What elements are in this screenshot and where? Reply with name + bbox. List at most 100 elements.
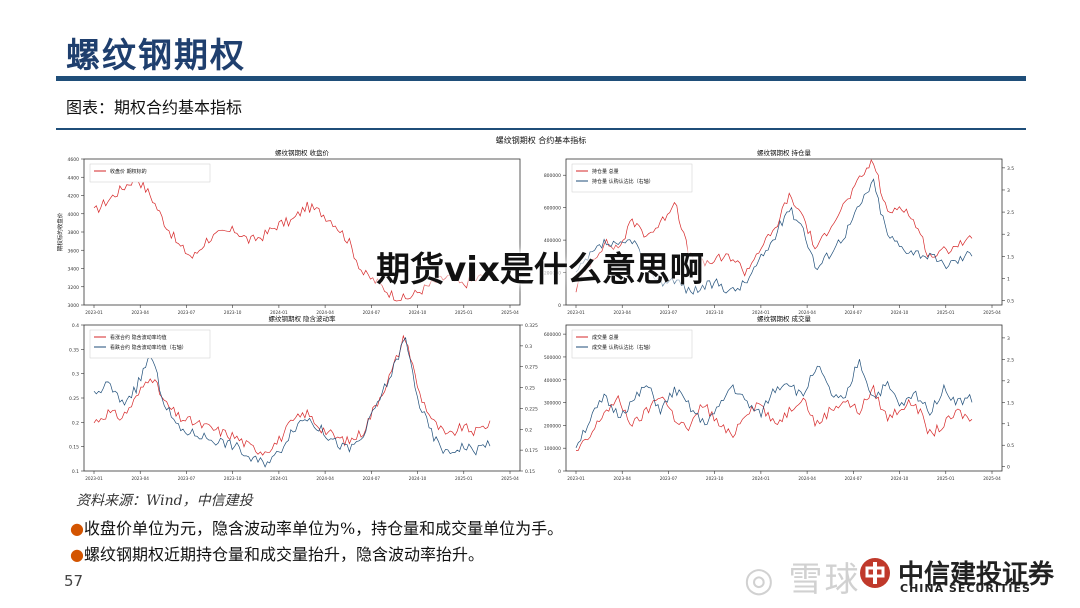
x-tick-label: 2024-01	[752, 310, 770, 315]
y-tick-label: 3400	[68, 267, 80, 273]
x-tick-label: 2025-04	[983, 310, 1001, 315]
y2-tick-label: 3.5	[1007, 166, 1014, 172]
x-tick-label: 2024-10	[891, 310, 909, 315]
x-tick-label: 2023-04	[613, 476, 631, 481]
y-tick-label: 200000	[544, 271, 561, 277]
y-tick-label: 0	[558, 469, 561, 475]
x-tick-label: 2023-01	[85, 476, 103, 481]
y-axis-label: 期权标的收盘价	[56, 212, 64, 251]
x-tick-label: 2023-04	[131, 310, 149, 315]
caption-rule	[56, 128, 1026, 130]
y2-tick-label: 1	[1007, 276, 1010, 282]
y-tick-label: 0.15	[69, 445, 79, 451]
x-tick-label: 2024-07	[363, 476, 381, 481]
watermark-logo-icon: ◎	[744, 560, 776, 600]
y2-tick-label: 0.275	[525, 365, 538, 371]
x-tick-label: 2025-04	[983, 476, 1001, 481]
note-text: 收盘价单位为元，隐含波动率单位为%，持仓量和成交量单位为手。	[83, 519, 564, 538]
x-tick-label: 2023-04	[131, 476, 149, 481]
y-tick-label: 0.4	[72, 323, 79, 329]
x-tick-label: 2023-10	[706, 310, 724, 315]
x-tick-label: 2025-01	[937, 310, 955, 315]
legend-box	[571, 329, 693, 359]
bullet-icon: ●	[70, 545, 84, 564]
brand-name-cn: 中信建投证券	[898, 560, 1055, 590]
brand-name-en: CHINA SECURITIES	[900, 582, 1031, 595]
series-line	[575, 159, 973, 293]
chart-panel: 螺纹钢期权 持仓量 0 200000 400000 600000 800000 0.5 1 1.…	[544, 148, 1014, 315]
legend-label: 成交量 总量	[592, 334, 619, 341]
y-tick-label: 300000	[544, 401, 561, 407]
chart-panel: 螺纹钢期权 隐含波动率 0.1 0.15 0.2 0.25 0.3 0.35 0.4 0.15 0…	[69, 314, 538, 481]
y-tick-label: 100000	[544, 446, 561, 452]
y2-tick-label: 0.225	[525, 406, 538, 412]
legend-box	[89, 163, 211, 183]
x-tick-label: 2024-01	[752, 476, 770, 481]
subplot-title: 螺纹钢期权 持仓量	[757, 148, 812, 157]
note-item: ●螺纹钢期权近期持仓量和成交量抬升，隐含波动率抬升。	[70, 541, 484, 565]
y-tick-label: 0.2	[72, 420, 79, 426]
source-note: 资料来源：Wind，中信建投	[76, 493, 253, 509]
legend-label: 看涨合约 隐含波动率均值	[110, 334, 167, 341]
y2-tick-label: 1	[1007, 422, 1010, 428]
y-tick-label: 4600	[68, 157, 80, 163]
y-tick-label: 400000	[544, 378, 561, 384]
x-tick-label: 2025-04	[501, 476, 519, 481]
x-tick-label: 2024-07	[363, 310, 381, 315]
y2-tick-label: 0.3	[525, 344, 532, 350]
x-tick-label: 2024-04	[316, 476, 334, 481]
x-tick-label: 2023-10	[224, 310, 242, 315]
x-tick-label: 2023-07	[660, 476, 678, 481]
y-tick-label: 0.1	[72, 469, 79, 475]
y2-tick-label: 2	[1007, 379, 1010, 385]
x-tick-label: 2025-01	[937, 476, 955, 481]
x-tick-label: 2025-04	[501, 310, 519, 315]
x-tick-label: 2024-04	[798, 310, 816, 315]
watermark-text: ◎ 雪球	[744, 552, 860, 601]
legend-label: 收盘价 期权标的	[110, 168, 147, 175]
bullet-icon: ●	[70, 519, 84, 538]
x-tick-label: 2025-01	[455, 476, 473, 481]
legend-label: 看跌合约 隐含波动率均值（右轴）	[110, 344, 187, 351]
y2-tick-label: 0.25	[525, 386, 535, 392]
y-tick-label: 4200	[68, 194, 80, 200]
y-tick-label: 0.35	[69, 347, 79, 353]
y2-tick-label: 3	[1007, 336, 1010, 342]
y2-tick-label: 2	[1007, 232, 1010, 238]
x-tick-label: 2023-07	[178, 310, 196, 315]
x-tick-label: 2023-07	[660, 310, 678, 315]
slide-title: 螺纹钢期权	[66, 36, 246, 76]
x-tick-label: 2023-07	[178, 476, 196, 481]
x-tick-label: 2024-07	[845, 310, 863, 315]
y-tick-label: 800000	[544, 173, 561, 179]
y2-tick-label: 3	[1007, 188, 1010, 194]
y2-tick-label: 2.5	[1007, 357, 1014, 363]
subplot-title: 螺纹钢期权 成交量	[757, 314, 812, 323]
y2-tick-label: 0.2	[525, 427, 532, 433]
series-line	[93, 176, 491, 302]
y-tick-label: 3200	[68, 285, 80, 291]
y2-tick-label: 1.5	[1007, 254, 1014, 260]
legend-label: 持仓量 认购认沽比（右轴）	[592, 178, 654, 185]
legend-box	[571, 163, 693, 193]
chart-figure: 螺纹钢期权 合约基本指标 螺纹钢期权 收盘价300032003400360038…	[56, 135, 1014, 481]
y-tick-label: 0.25	[69, 396, 79, 402]
y2-tick-label: 0	[1007, 465, 1010, 471]
series-line	[575, 178, 973, 295]
x-tick-label: 2023-10	[224, 476, 242, 481]
plot-frame	[565, 324, 1003, 472]
y-tick-label: 600000	[544, 206, 561, 212]
x-tick-label: 2023-01	[567, 310, 585, 315]
y-tick-label: 500000	[544, 355, 561, 361]
x-tick-label: 2023-01	[567, 476, 585, 481]
overlay-headline: 期货vix是什么意思啊	[376, 250, 704, 290]
figure-suptitle: 螺纹钢期权 合约基本指标	[496, 135, 587, 145]
y-tick-label: 0	[558, 303, 561, 309]
page-number: 57	[64, 572, 84, 590]
x-tick-label: 2023-10	[706, 476, 724, 481]
x-tick-label: 2024-04	[316, 310, 334, 315]
note-text: 螺纹钢期权近期持仓量和成交量抬升，隐含波动率抬升。	[83, 545, 484, 564]
y2-tick-label: 0.5	[1007, 443, 1014, 449]
x-tick-label: 2024-10	[891, 476, 909, 481]
y-tick-label: 600000	[544, 332, 561, 338]
